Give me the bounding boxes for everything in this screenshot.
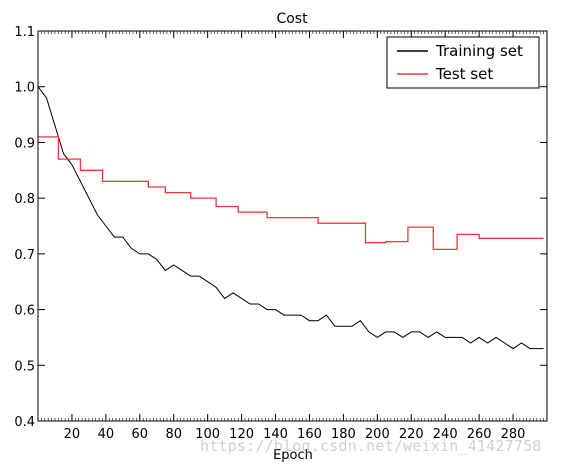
x-tick-label: 260 xyxy=(467,427,492,442)
y-tick-label: 0.9 xyxy=(14,136,35,151)
x-tick-label: 60 xyxy=(132,427,149,442)
x-tick-label: 200 xyxy=(365,427,390,442)
x-tick-label: 80 xyxy=(165,427,182,442)
series-line-test xyxy=(38,136,544,251)
x-tick-label: 240 xyxy=(433,427,458,442)
legend-label-test: Test set xyxy=(435,65,493,83)
x-tick-label: 160 xyxy=(297,427,322,442)
axis-layer: 20 40 60 80 100 120 140 160 180 200 220 240 260 280 0.… xyxy=(14,25,547,442)
chart-title: Cost xyxy=(276,11,308,27)
x-tick-label: 40 xyxy=(98,427,115,442)
x-axis-title: Epoch xyxy=(273,448,313,463)
y-tick-label: 0.8 xyxy=(14,192,35,207)
plot-frame xyxy=(37,30,548,422)
legend-label-training: Training set xyxy=(435,42,523,60)
y-tick-label: 0.6 xyxy=(14,304,35,319)
legend-box xyxy=(386,36,540,89)
x-tick-label: 100 xyxy=(195,427,220,442)
y-tick-label: 0.4 xyxy=(14,415,35,430)
x-tick-label: 180 xyxy=(331,427,356,442)
series-line-training xyxy=(37,86,544,350)
x-tick-label: 120 xyxy=(229,427,254,442)
x-tick-label: 220 xyxy=(399,427,424,442)
legend: Training set Test set xyxy=(386,36,540,89)
watermark: https://blog.csdn.net/weixin_41427758 xyxy=(200,437,542,455)
x-tick-label: 280 xyxy=(501,427,526,442)
x-tick-label: 140 xyxy=(263,427,288,442)
y-tick-label: 0.5 xyxy=(14,359,35,374)
y-tick-label: 0.7 xyxy=(14,248,35,263)
x-tick-label: 20 xyxy=(64,427,81,442)
plot-layer xyxy=(37,86,544,350)
y-tick-label: 1.0 xyxy=(14,81,35,96)
y-tick-label: 1.1 xyxy=(14,25,35,40)
